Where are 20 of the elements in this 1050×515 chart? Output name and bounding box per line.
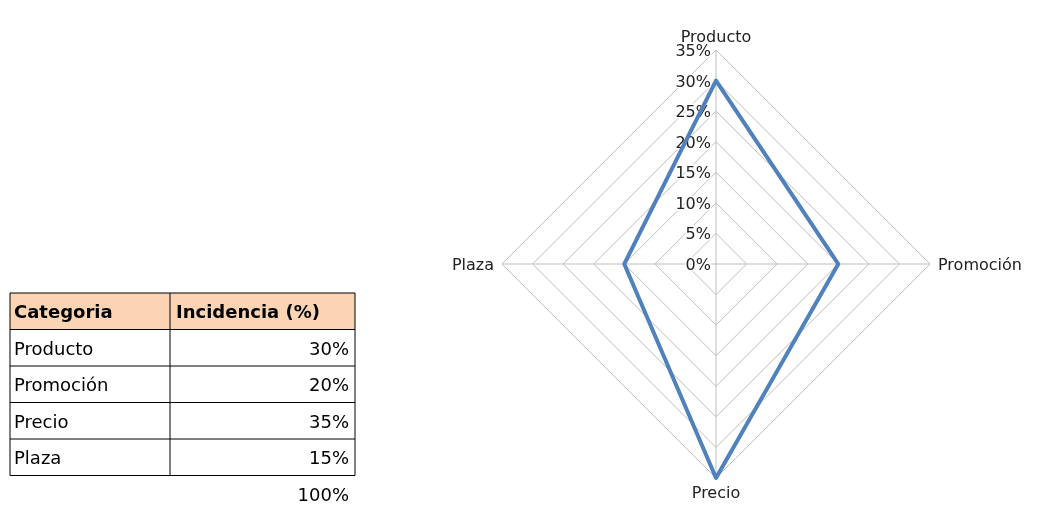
text: 20% — [308, 374, 349, 395]
category-label: Plaza — [14, 447, 62, 468]
text: Categoria — [14, 301, 113, 322]
category-label: Precio — [14, 410, 69, 432]
text: 15% — [308, 447, 349, 468]
spoke-label: Promoción — [938, 255, 1022, 274]
y-tick-label: 30% — [675, 71, 711, 91]
category-label: Promoción — [14, 374, 109, 395]
y-tick-label: 0% — [685, 255, 711, 274]
text: Incidencia (%) — [176, 301, 320, 322]
y-tick-label: 15% — [675, 163, 711, 183]
y-tick-label: 5% — [685, 224, 711, 244]
y-tick-label: 35% — [675, 41, 711, 60]
text: 35% — [308, 410, 349, 432]
spoke-label: Precio — [691, 483, 741, 502]
text: 100% — [297, 483, 349, 505]
spoke-label: Plaza — [451, 255, 494, 274]
y-tick-label: 10% — [675, 193, 711, 213]
category-label: Producto — [14, 337, 94, 359]
text: 30% — [308, 337, 349, 359]
